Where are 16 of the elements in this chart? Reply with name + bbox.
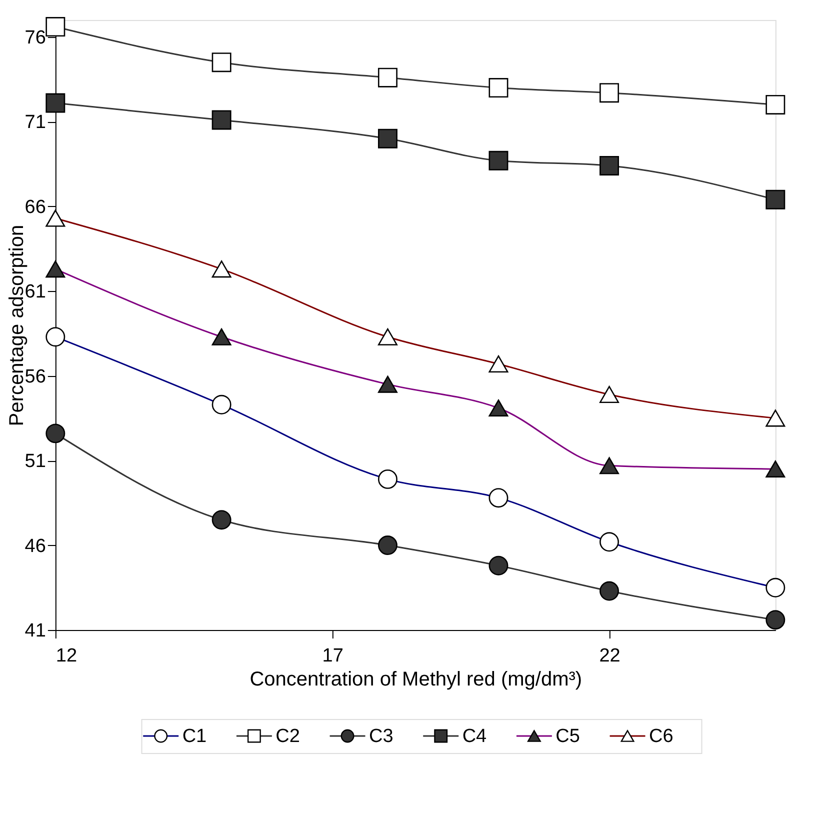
legend-label: C1 [182, 726, 207, 747]
legend-label: C6 [648, 726, 674, 747]
x-tick-label: 22 [599, 646, 620, 666]
legend-label: C2 [276, 726, 300, 747]
legend-label: C3 [368, 726, 394, 747]
legend-label: C5 [556, 726, 580, 747]
legend-label: C4 [462, 726, 488, 747]
y-tick-label: 66 [24, 196, 46, 218]
x-axis-title: Concentration of Methyl red (mg/dm³) [250, 668, 582, 690]
y-tick-label: 41 [24, 620, 46, 642]
y-tick-label: 46 [24, 536, 46, 557]
x-tick-label: 12 [56, 646, 78, 666]
y-tick-label: 51 [24, 451, 46, 472]
y-tick-label: 71 [24, 112, 46, 134]
y-tick-label: 76 [24, 27, 46, 48]
x-tick-label: 17 [322, 646, 344, 666]
